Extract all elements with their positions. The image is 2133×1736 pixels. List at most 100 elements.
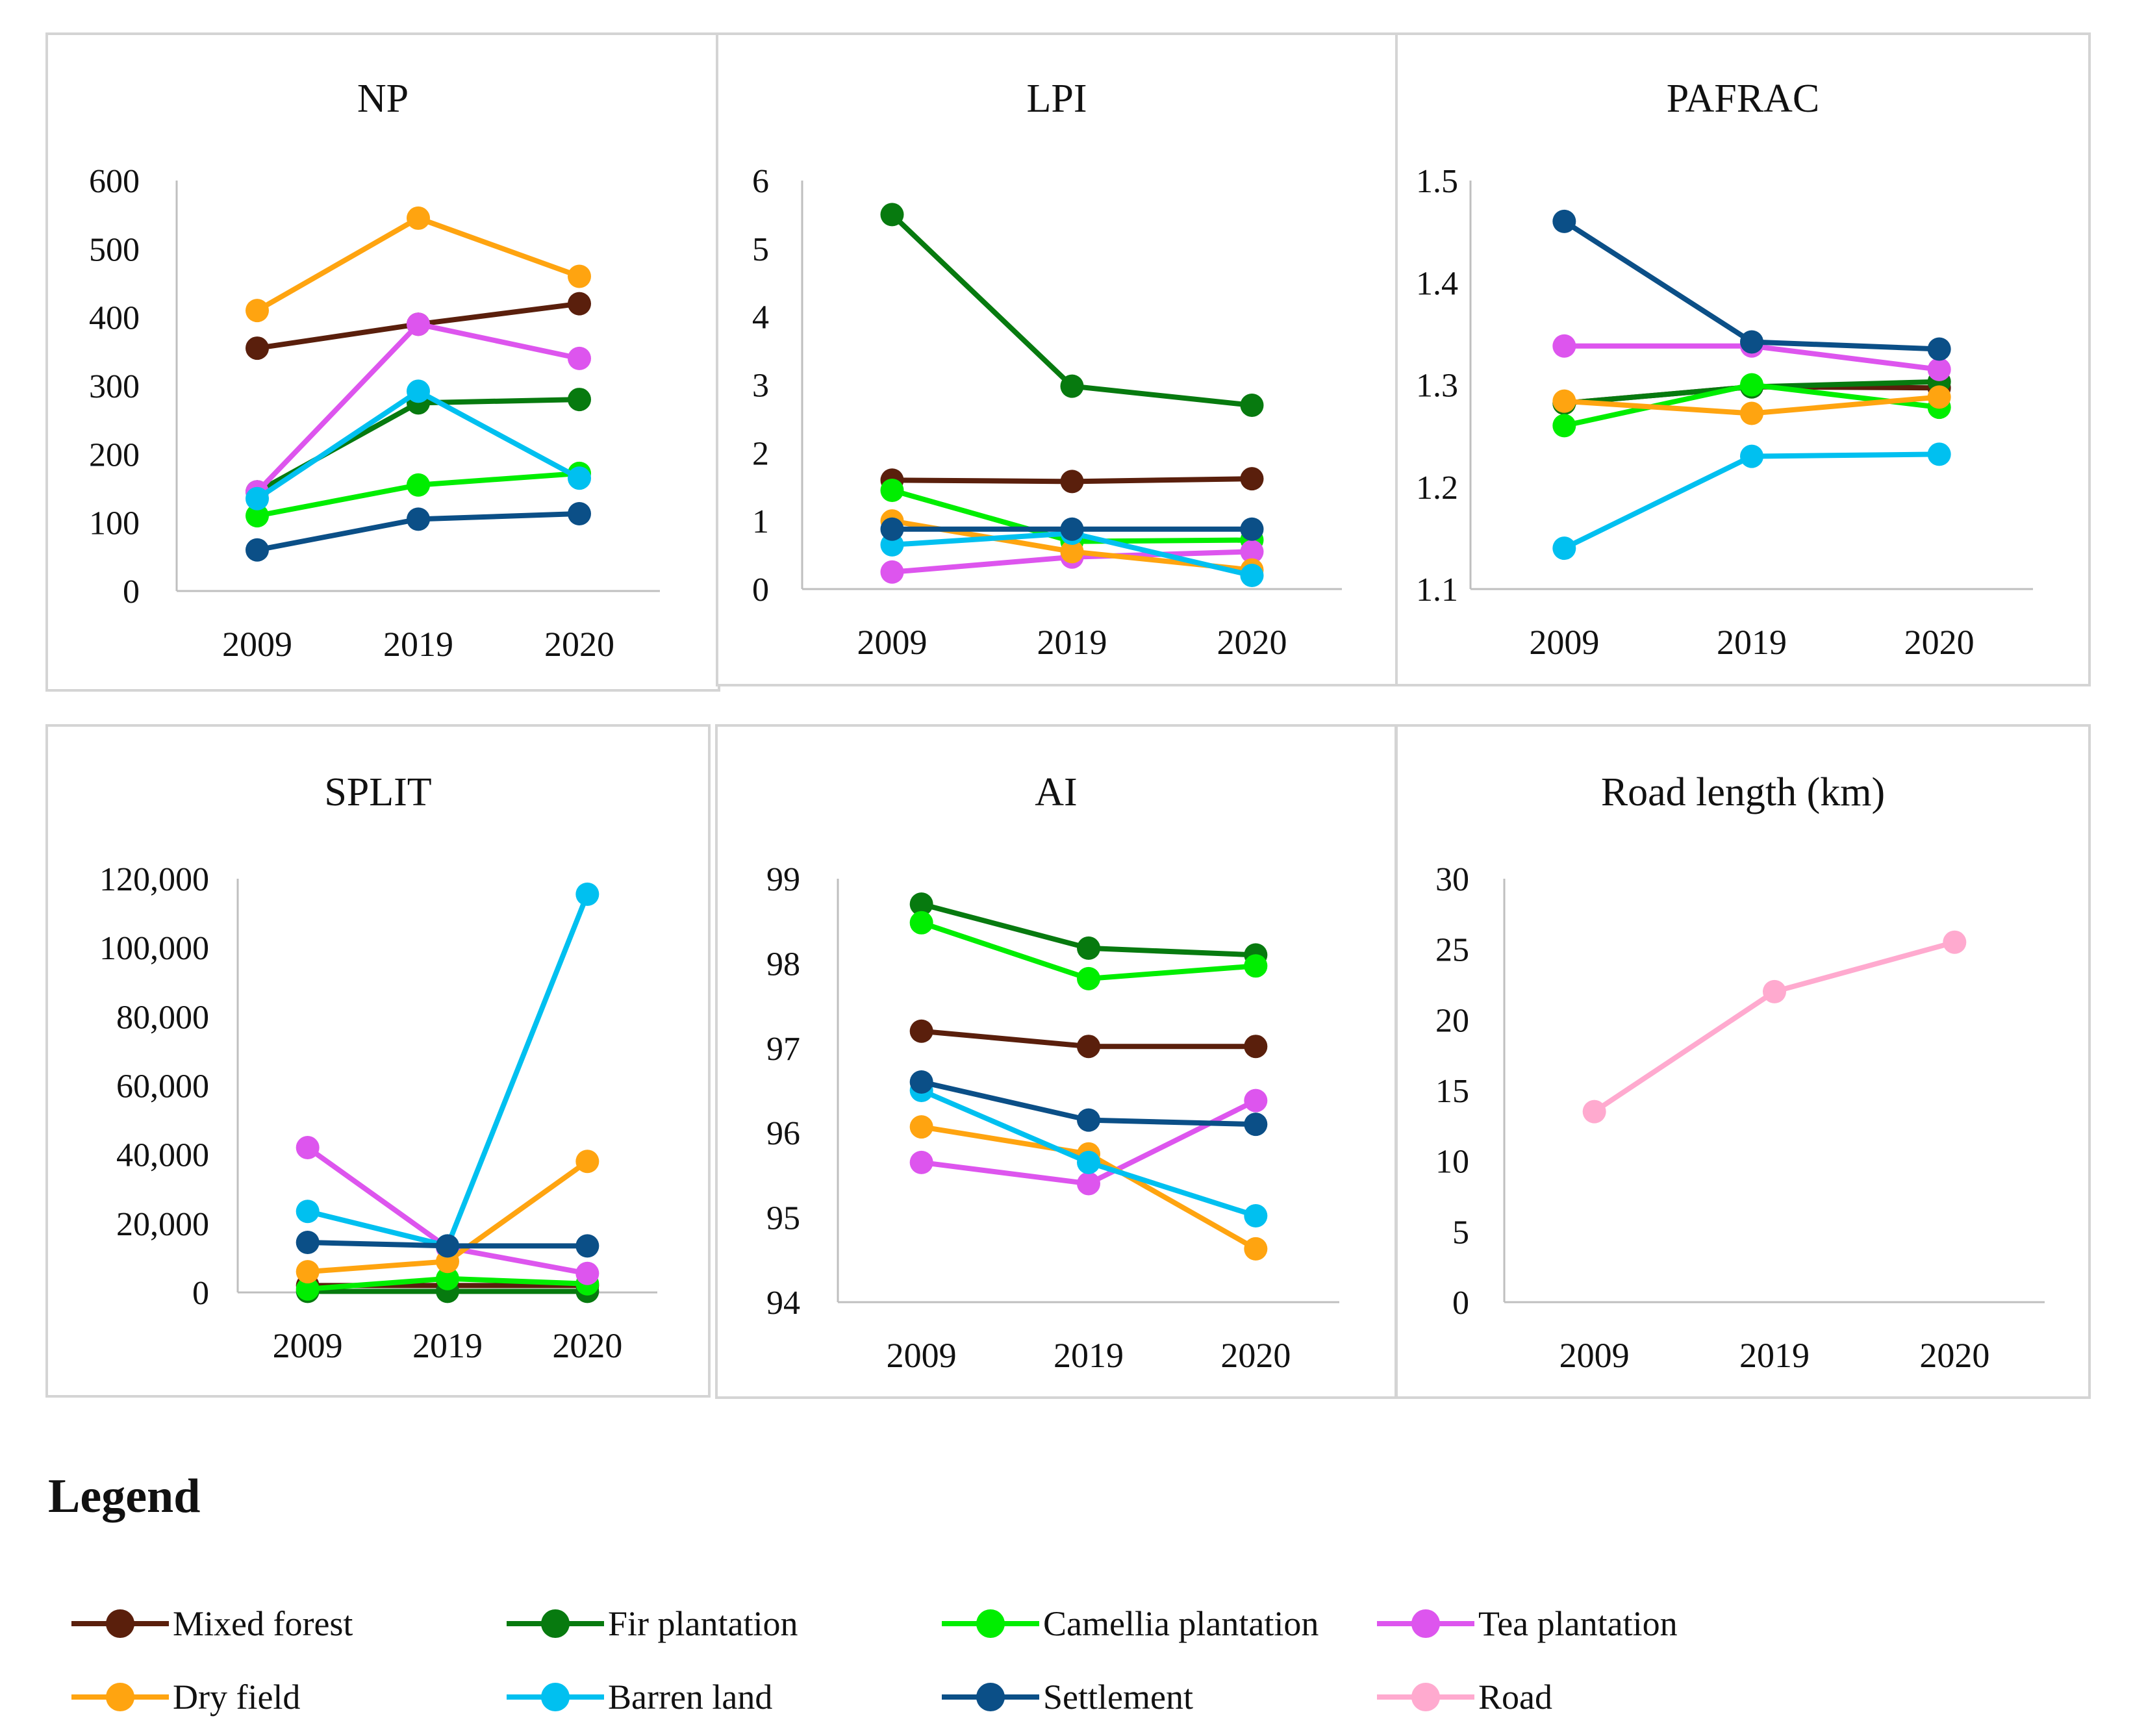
y-tick-label: 300 xyxy=(89,368,140,405)
data-point xyxy=(1240,393,1264,417)
y-tick-label: 100,000 xyxy=(99,930,209,967)
x-tick-label: 2020 xyxy=(552,1326,622,1365)
legend-label: Tea plantation xyxy=(1478,1604,1678,1643)
y-tick-label: 1 xyxy=(752,503,769,540)
series-settlement xyxy=(1552,209,1951,361)
data-point xyxy=(1240,517,1264,541)
y-tick-label: 0 xyxy=(752,572,769,609)
y-tick-label: 500 xyxy=(89,231,140,268)
x-tick-label: 2019 xyxy=(1054,1336,1124,1375)
legend-item-fir-plantation: Fir plantation xyxy=(507,1598,798,1650)
y-tick-label: 1.4 xyxy=(1416,265,1458,302)
y-tick-label: 15 xyxy=(1435,1073,1469,1110)
chart-title: Road length (km) xyxy=(1601,770,1885,814)
series-fir-plantation xyxy=(880,203,1264,417)
y-tick-label: 120,000 xyxy=(99,861,209,898)
x-tick-label: 2020 xyxy=(544,625,614,664)
data-point xyxy=(880,478,904,502)
y-tick-label: 400 xyxy=(89,300,140,337)
data-point xyxy=(407,379,430,403)
y-tick-label: 97 xyxy=(766,1031,800,1068)
series-camellia-plantation xyxy=(296,1266,600,1301)
x-tick-label: 2019 xyxy=(1717,623,1787,662)
data-point xyxy=(909,1150,933,1174)
data-point xyxy=(407,312,430,336)
y-tick-label: 1.2 xyxy=(1416,470,1458,507)
data-point xyxy=(1552,414,1576,438)
data-point xyxy=(246,336,269,360)
series-dry-field xyxy=(246,206,591,323)
data-point xyxy=(1552,209,1576,233)
data-point xyxy=(436,1266,459,1290)
chart-frame xyxy=(1395,32,2091,686)
y-tick-label: 20 xyxy=(1435,1002,1469,1039)
data-point xyxy=(246,538,269,562)
x-tick-label: 2019 xyxy=(1739,1336,1810,1375)
legend-item-road: Road xyxy=(1377,1671,1552,1723)
y-tick-label: 200 xyxy=(89,436,140,473)
data-point xyxy=(575,1234,600,1258)
data-point xyxy=(1077,1108,1100,1132)
data-point xyxy=(1060,470,1084,494)
chart-ai: AI 94 95 96 97 98 99 2009 2019 2020 xyxy=(715,724,1397,1399)
data-point xyxy=(909,1019,933,1043)
y-tick-label: 3 xyxy=(752,368,769,405)
data-point xyxy=(246,504,269,528)
data-point xyxy=(407,206,430,230)
data-point xyxy=(909,1070,933,1094)
y-tick-label: 600 xyxy=(89,163,140,200)
x-tick-label: 2020 xyxy=(1217,623,1287,662)
x-tick-label: 2019 xyxy=(1037,623,1107,662)
data-point xyxy=(1077,1172,1100,1196)
x-tick-label: 2009 xyxy=(1529,623,1599,662)
data-point xyxy=(909,1115,933,1139)
legend-swatch-barren-land xyxy=(507,1671,604,1723)
data-point xyxy=(1740,401,1763,425)
data-point xyxy=(909,892,933,916)
y-tick-label: 0 xyxy=(1452,1285,1469,1322)
series-tea-plantation xyxy=(909,1088,1268,1196)
series-mixed-forest xyxy=(880,467,1264,494)
y-tick-label: 25 xyxy=(1435,932,1469,969)
data-point xyxy=(880,203,904,227)
chart-frame xyxy=(45,724,711,1398)
series-road xyxy=(1582,930,1967,1124)
y-tick-label: 2 xyxy=(752,435,769,472)
data-point xyxy=(909,911,933,935)
data-point xyxy=(296,1136,320,1160)
data-point xyxy=(1244,1035,1268,1059)
data-point xyxy=(1240,564,1264,588)
legend-label: Fir plantation xyxy=(608,1604,798,1643)
data-point xyxy=(1244,954,1268,978)
data-point xyxy=(1927,442,1951,466)
chart-frame xyxy=(716,32,1398,686)
data-point xyxy=(1763,979,1786,1003)
series-settlement xyxy=(246,501,591,562)
data-point xyxy=(1240,467,1264,491)
x-tick-label: 2009 xyxy=(887,1336,957,1375)
series-camellia-plantation xyxy=(909,911,1268,990)
legend-title: Legend xyxy=(48,1470,201,1523)
x-tick-label: 2019 xyxy=(383,625,453,664)
legend-item-dry-field: Dry field xyxy=(71,1671,300,1723)
data-point xyxy=(1552,389,1576,413)
data-point xyxy=(568,292,591,316)
legend-swatch-camellia-plantation xyxy=(942,1598,1039,1650)
x-tick-label: 2020 xyxy=(1904,623,1975,662)
legend-item-mixed-forest: Mixed forest xyxy=(71,1598,353,1650)
data-point xyxy=(568,264,591,288)
legend-label: Dry field xyxy=(173,1678,301,1717)
data-point xyxy=(1240,540,1264,564)
data-point xyxy=(568,346,591,370)
y-tick-label: 20,000 xyxy=(116,1206,209,1243)
y-tick-label: 0 xyxy=(123,573,140,610)
x-tick-label: 2009 xyxy=(1559,1336,1630,1375)
y-tick-label: 1.1 xyxy=(1416,572,1458,609)
y-tick-label: 1.5 xyxy=(1416,163,1458,200)
data-point xyxy=(1077,966,1100,990)
legend-swatch-tea-plantation xyxy=(1377,1598,1474,1650)
chart-lpi: LPI 0 1 2 3 4 5 6 2009 2019 2020 xyxy=(716,32,1398,686)
data-point xyxy=(407,473,430,497)
legend-swatch-road xyxy=(1377,1671,1474,1723)
